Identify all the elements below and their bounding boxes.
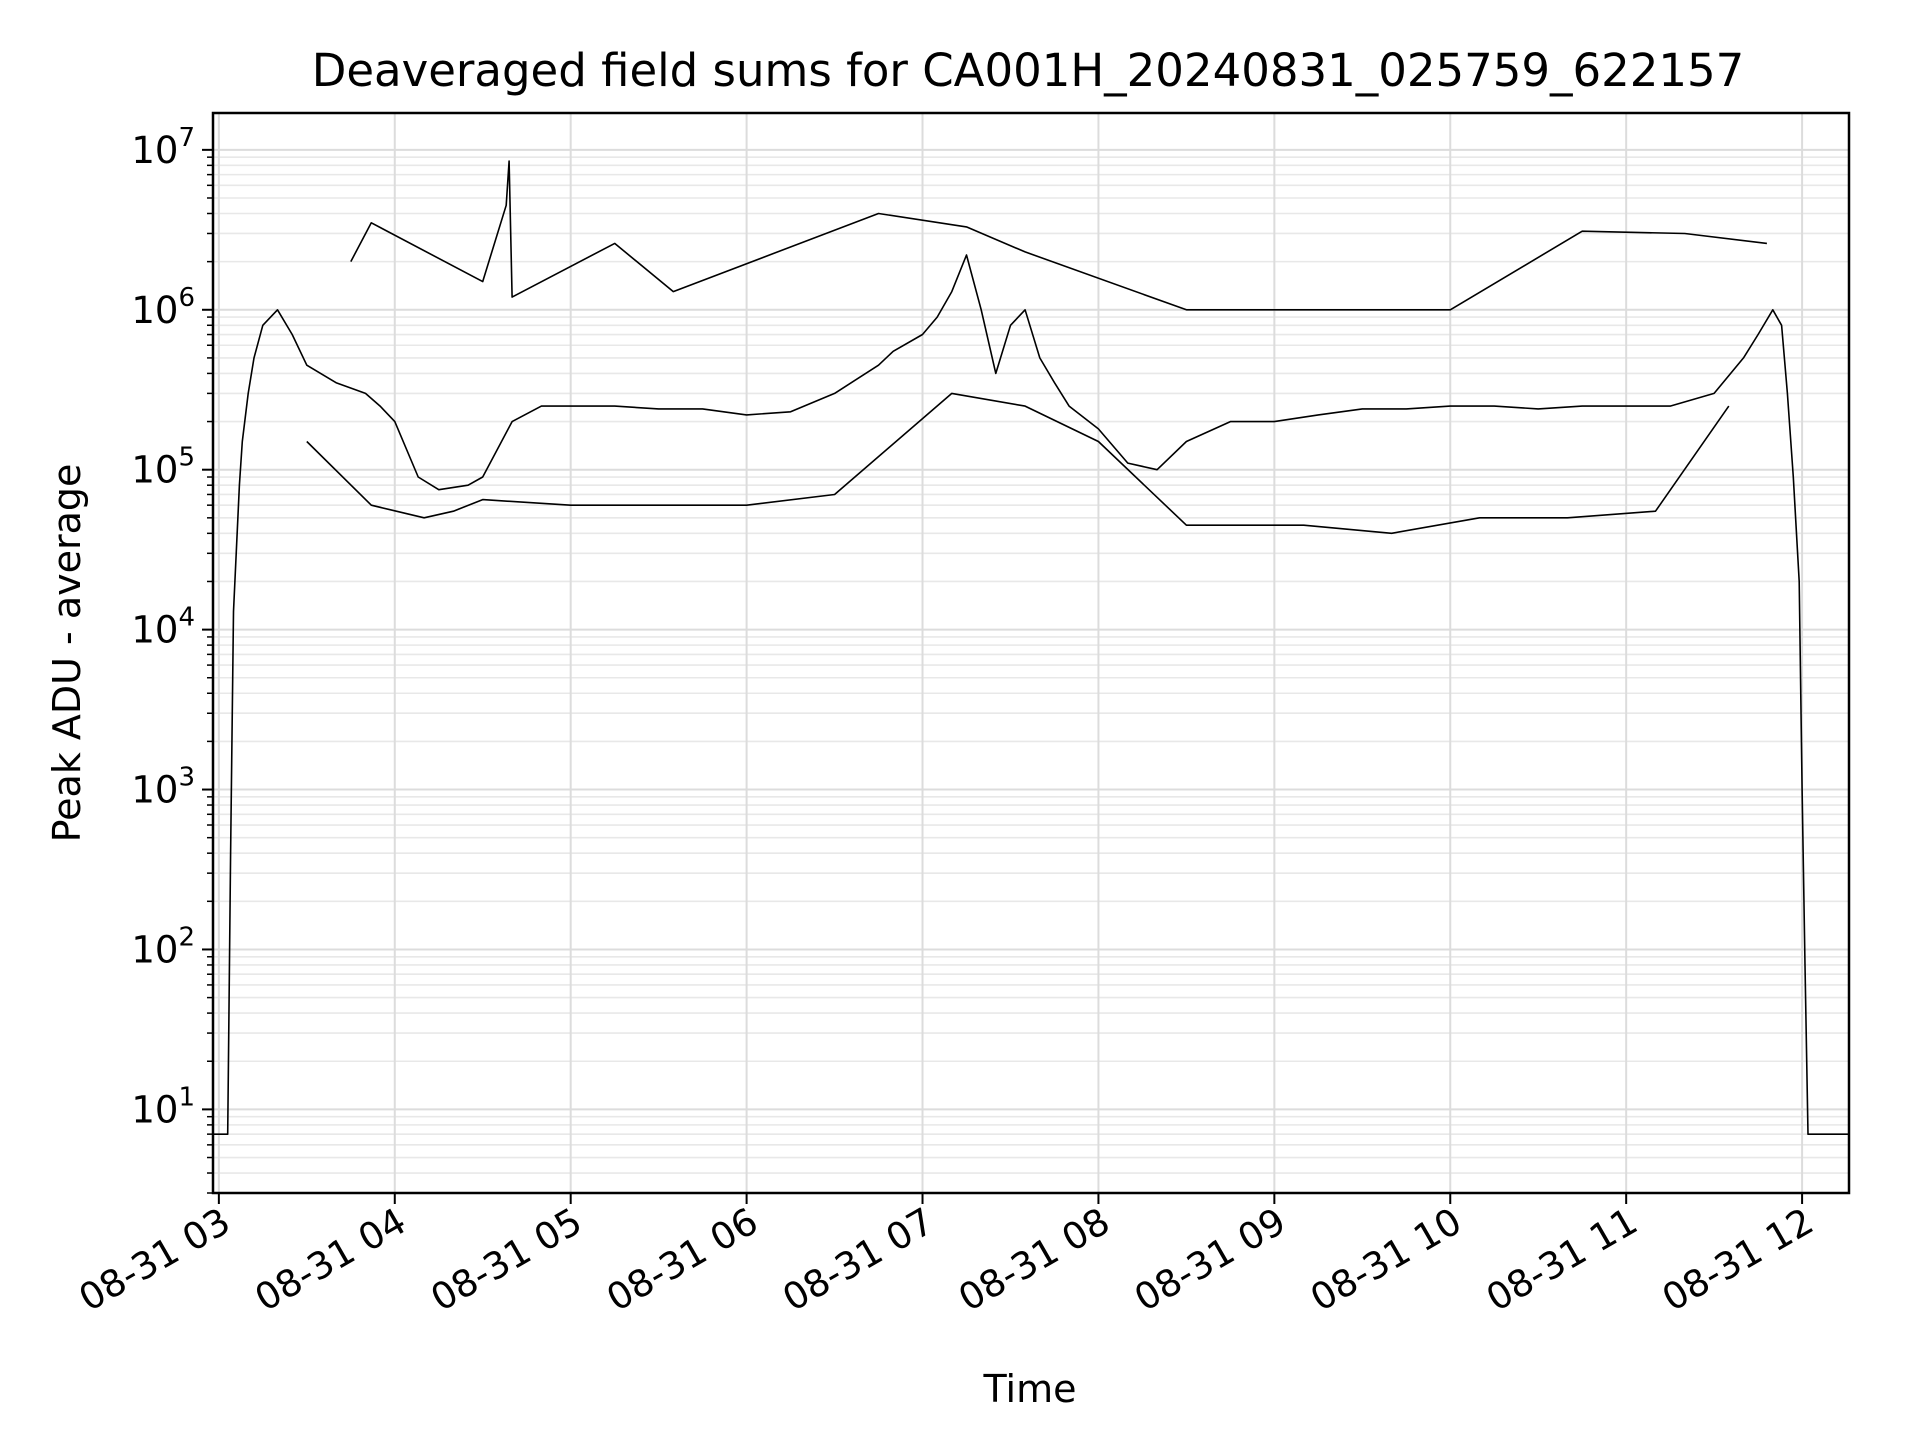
grid-lines [213,113,1849,1194]
y-tick-label: 105 [131,443,195,492]
y-tick-label: 107 [131,123,195,172]
chart-title: Deaveraged field sums for CA001H_2024083… [312,44,1745,97]
series-line-3 [306,392,1730,535]
plot-frame [211,111,1851,1195]
y-tick-label: 103 [131,763,195,812]
y-tick-label: 101 [131,1082,195,1131]
series-line-1 [213,254,1849,1135]
y-axis-label: Peak ADU - average [45,464,89,843]
series-line-2 [350,160,1767,311]
y-tick-label: 102 [131,922,195,971]
x-axis-label: Time [983,1367,1077,1411]
series-group [213,160,1849,1135]
y-tick-label: 106 [131,283,195,332]
y-axis: 101 102 103 104 105 106 107 [131,123,213,1194]
y-tick-label: 104 [131,603,195,652]
plot-area [213,160,1849,1135]
